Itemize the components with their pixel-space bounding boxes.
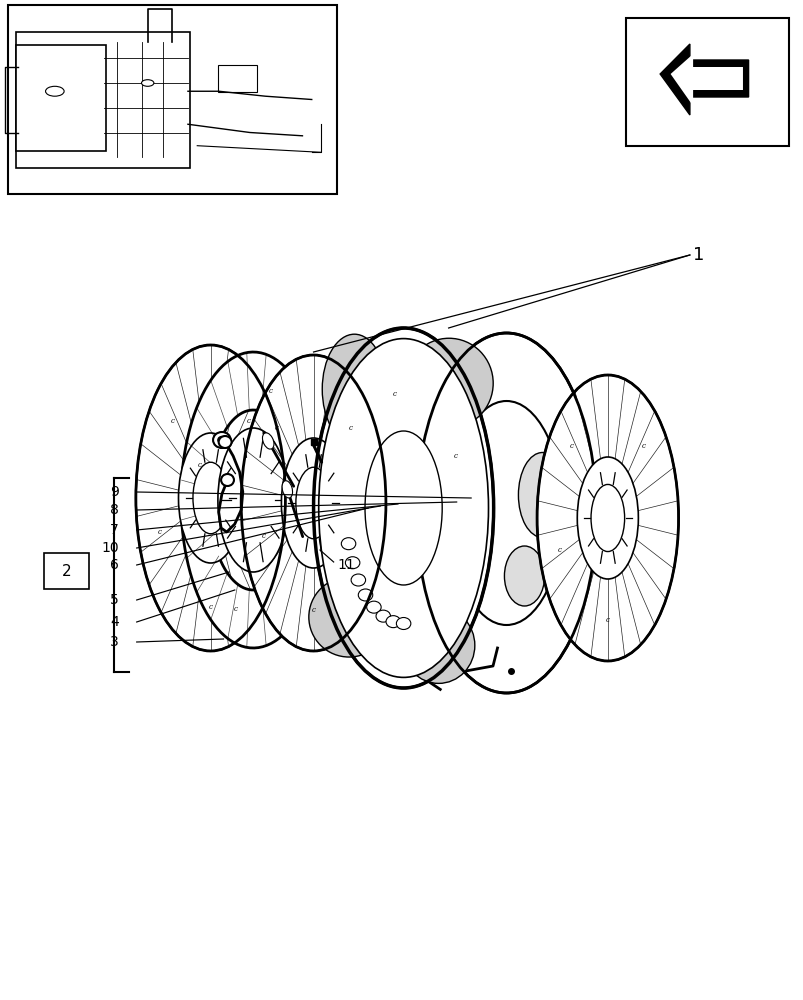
Text: 6: 6 bbox=[110, 558, 119, 572]
Text: c: c bbox=[312, 605, 315, 613]
Ellipse shape bbox=[322, 334, 386, 444]
Ellipse shape bbox=[345, 557, 360, 569]
Text: 7: 7 bbox=[110, 523, 119, 537]
Ellipse shape bbox=[308, 577, 389, 657]
Text: c: c bbox=[557, 546, 560, 554]
Text: c: c bbox=[569, 442, 573, 450]
Ellipse shape bbox=[218, 436, 231, 448]
Ellipse shape bbox=[193, 462, 228, 534]
Ellipse shape bbox=[503, 546, 544, 606]
Text: c: c bbox=[209, 603, 212, 611]
Text: c: c bbox=[605, 616, 609, 624]
Text: c: c bbox=[641, 442, 645, 450]
Text: c: c bbox=[349, 424, 352, 432]
Ellipse shape bbox=[341, 538, 356, 550]
Ellipse shape bbox=[141, 80, 153, 86]
Text: c: c bbox=[157, 528, 161, 536]
Ellipse shape bbox=[218, 436, 226, 444]
Text: c: c bbox=[234, 605, 238, 613]
Ellipse shape bbox=[366, 601, 381, 613]
FancyBboxPatch shape bbox=[8, 5, 336, 194]
FancyBboxPatch shape bbox=[626, 18, 788, 146]
Ellipse shape bbox=[385, 616, 400, 628]
Polygon shape bbox=[659, 44, 748, 115]
Ellipse shape bbox=[376, 610, 390, 622]
Text: c: c bbox=[262, 532, 266, 540]
Text: c: c bbox=[268, 387, 272, 395]
Text: c: c bbox=[198, 461, 202, 469]
FancyBboxPatch shape bbox=[44, 553, 89, 589]
Text: 10: 10 bbox=[101, 541, 119, 555]
Text: 11: 11 bbox=[337, 558, 355, 572]
Text: 4: 4 bbox=[110, 615, 119, 629]
Text: c: c bbox=[392, 390, 396, 398]
Text: c: c bbox=[247, 417, 250, 425]
Ellipse shape bbox=[351, 574, 365, 586]
Text: c: c bbox=[453, 452, 457, 460]
Ellipse shape bbox=[281, 438, 345, 568]
Polygon shape bbox=[670, 54, 742, 106]
Text: c: c bbox=[171, 417, 174, 425]
Text: 2: 2 bbox=[62, 564, 71, 578]
Ellipse shape bbox=[136, 345, 285, 651]
Ellipse shape bbox=[213, 432, 230, 448]
Text: c: c bbox=[275, 424, 278, 432]
Text: 8: 8 bbox=[110, 503, 119, 517]
Ellipse shape bbox=[450, 401, 562, 625]
Ellipse shape bbox=[358, 589, 373, 601]
FancyBboxPatch shape bbox=[16, 45, 106, 151]
Ellipse shape bbox=[416, 333, 596, 693]
Ellipse shape bbox=[518, 452, 566, 538]
Text: 3: 3 bbox=[110, 635, 119, 649]
Ellipse shape bbox=[221, 474, 234, 486]
Ellipse shape bbox=[262, 433, 274, 449]
Ellipse shape bbox=[241, 355, 385, 651]
Ellipse shape bbox=[402, 607, 475, 683]
Text: 5: 5 bbox=[110, 593, 119, 607]
Polygon shape bbox=[181, 352, 324, 648]
Ellipse shape bbox=[296, 467, 331, 539]
Text: 1: 1 bbox=[692, 246, 703, 264]
Ellipse shape bbox=[318, 339, 488, 677]
Ellipse shape bbox=[46, 86, 64, 96]
Ellipse shape bbox=[404, 338, 492, 428]
Ellipse shape bbox=[536, 375, 678, 661]
Ellipse shape bbox=[577, 457, 638, 579]
Ellipse shape bbox=[282, 481, 292, 498]
Text: 9: 9 bbox=[110, 485, 119, 499]
Ellipse shape bbox=[365, 431, 442, 585]
Ellipse shape bbox=[218, 428, 288, 572]
Ellipse shape bbox=[396, 617, 410, 630]
FancyBboxPatch shape bbox=[218, 65, 256, 92]
FancyBboxPatch shape bbox=[16, 31, 190, 167]
Ellipse shape bbox=[590, 484, 624, 552]
Ellipse shape bbox=[178, 433, 243, 563]
Ellipse shape bbox=[313, 328, 493, 688]
